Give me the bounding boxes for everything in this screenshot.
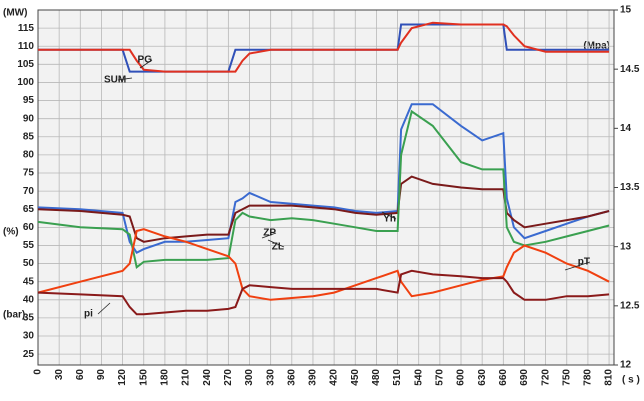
x-tick-label: 540 — [413, 369, 424, 386]
x-tick-label: 270 — [223, 369, 234, 386]
y-tick-label: 60 — [23, 222, 35, 233]
leader-line — [261, 232, 277, 239]
x-tick-label: 480 — [371, 369, 382, 386]
x-tick-label: 720 — [540, 369, 551, 386]
x-tick-label: 360 — [286, 369, 297, 386]
y-tick-label: 115 — [18, 23, 35, 34]
x-tick-label: 60 — [75, 369, 86, 381]
y2-tick-label: 14 — [620, 123, 632, 134]
y-unit-label: (bar) — [3, 310, 25, 321]
series-label: ZP — [263, 228, 276, 239]
y-tick-label: 35 — [23, 313, 35, 324]
y-tick-label: 95 — [23, 95, 35, 106]
x-tick-label: 180 — [160, 369, 171, 386]
x-tick-label: 450 — [350, 369, 361, 386]
x-tick-label: 570 — [435, 369, 446, 386]
y-tick-label: 55 — [23, 240, 35, 251]
series-line — [37, 109, 610, 269]
y2-tick-label: 14.5 — [620, 64, 640, 75]
x-tick-label: 210 — [181, 369, 192, 386]
x-tick-label: 510 — [392, 369, 403, 386]
y2-tick-label: 12.5 — [620, 300, 640, 311]
series-label: ZL — [272, 242, 284, 253]
y-tick-label: 25 — [23, 349, 35, 360]
x-tick-label: 330 — [265, 369, 276, 386]
series-label: PG — [138, 55, 153, 66]
x-tick-label: 240 — [202, 369, 213, 386]
leader-line — [381, 211, 397, 220]
leader-line — [139, 59, 153, 69]
leader-line — [97, 302, 111, 315]
y2-tick-label: 13 — [620, 241, 632, 252]
series-line — [37, 269, 610, 316]
x-tick-label: 780 — [583, 369, 594, 386]
series-label: Yh — [383, 214, 396, 225]
y-tick-label: 100 — [17, 77, 34, 88]
series-line — [38, 21, 610, 73]
plot-area — [38, 10, 614, 365]
y-unit-label: (MW) — [3, 8, 27, 19]
y-tick-label: 50 — [23, 258, 35, 269]
x-tick-label: 300 — [244, 369, 255, 386]
x-tick-label: 90 — [96, 369, 107, 381]
x-tick-label: 0 — [33, 369, 44, 375]
x-tick-label: 630 — [477, 369, 488, 386]
x-tick-label: 30 — [54, 369, 65, 381]
leader-line — [564, 261, 591, 271]
series-label: SUM — [104, 75, 126, 86]
y2-tick-label: 15 — [620, 5, 632, 16]
x-tick-label: 660 — [498, 369, 509, 386]
x-tick-label: 750 — [561, 369, 572, 386]
y-tick-label: 105 — [17, 59, 34, 70]
x-tick-label: 150 — [138, 369, 149, 386]
y2-tick-label: 13.5 — [620, 182, 640, 193]
plot-frame — [37, 9, 615, 366]
y-tick-label: 70 — [23, 186, 35, 197]
y-tick-label: 85 — [23, 131, 35, 142]
series-label: pi — [84, 309, 93, 320]
x-tick-label: 690 — [519, 369, 530, 386]
x-tick-label: 120 — [117, 369, 128, 386]
y-tick-label: 45 — [23, 276, 35, 287]
series-label: pT — [578, 257, 590, 268]
x-tick-label: 600 — [456, 369, 467, 386]
series-line — [37, 175, 610, 243]
x-tick-label: 810 — [604, 369, 615, 386]
y-tick-label: 75 — [23, 168, 35, 179]
x-unit-label: ( s ) — [622, 375, 640, 386]
y-tick-label: 80 — [23, 150, 35, 161]
y-tick-label: 90 — [23, 113, 35, 124]
y-tick-label: 65 — [23, 204, 35, 215]
y2-tick-label: 12 — [620, 360, 632, 371]
series-line — [37, 228, 610, 301]
x-tick-label: 390 — [308, 369, 319, 386]
leader-line — [117, 77, 133, 81]
leader-line — [267, 239, 285, 248]
y-tick-label: 40 — [23, 294, 35, 305]
y-unit-label: (%) — [3, 227, 19, 238]
y-tick-label: 30 — [23, 331, 35, 342]
y-tick-label: 110 — [18, 41, 35, 52]
x-tick-label: 420 — [329, 369, 340, 386]
